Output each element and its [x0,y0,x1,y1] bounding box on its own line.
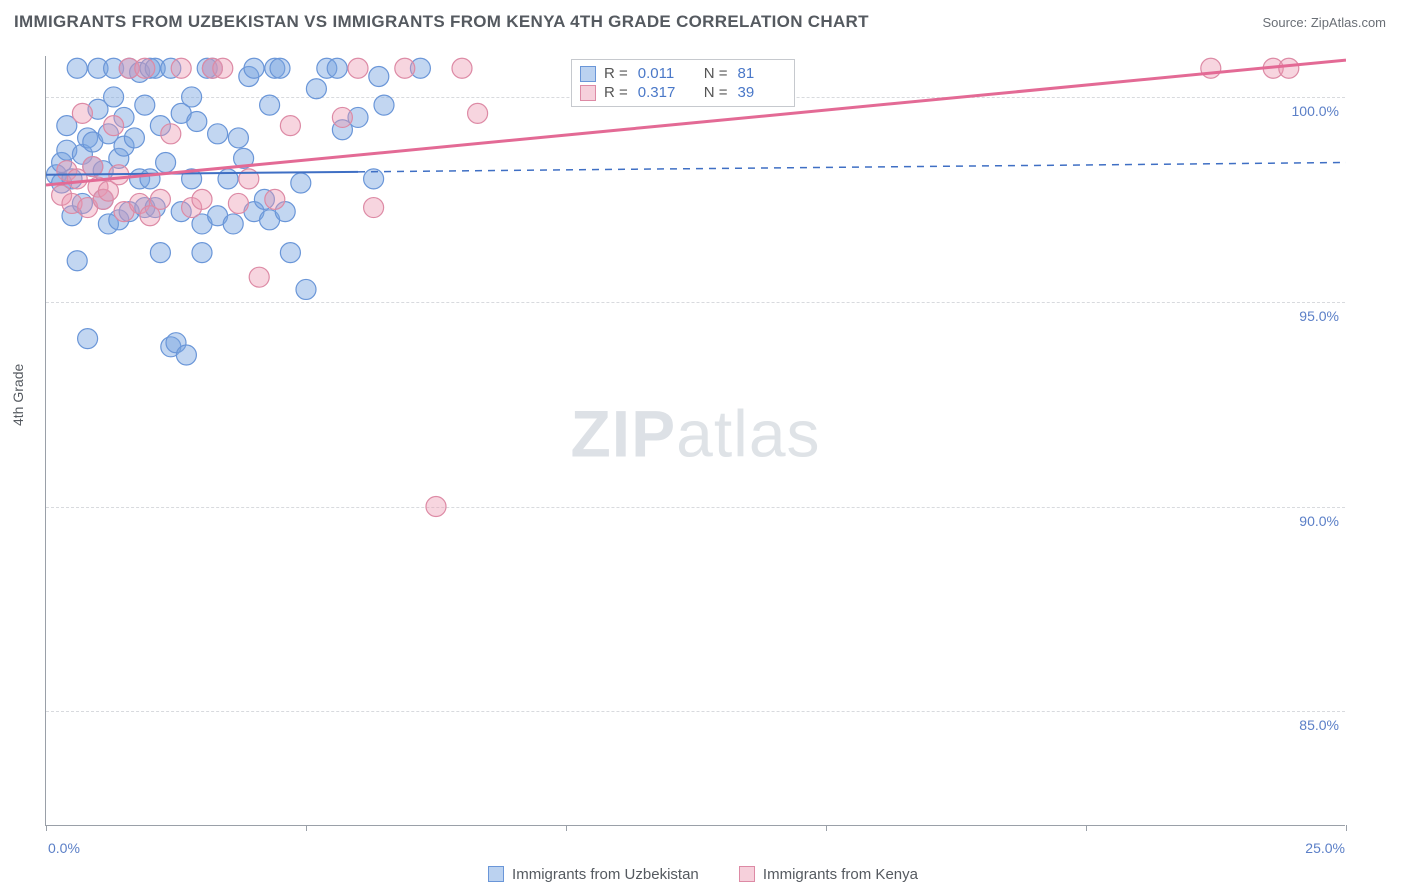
chart-title: IMMIGRANTS FROM UZBEKISTAN VS IMMIGRANTS… [14,12,869,32]
data-point [135,95,155,115]
data-point [244,58,264,78]
swatch-blue-icon [580,66,596,82]
data-point [67,58,87,78]
plot-area: 85.0%90.0%95.0%100.0%0.0%25.0%ZIPatlasR … [45,56,1345,826]
data-point [291,173,311,193]
data-point [468,103,488,123]
stats-row: R = 0.317 N = 39 [580,83,782,102]
legend-label-1: Immigrants from Uzbekistan [512,866,699,883]
data-point [171,58,191,78]
legend-label-2: Immigrants from Kenya [763,866,918,883]
data-point [150,189,170,209]
stats-row: R = 0.011 N = 81 [580,64,782,83]
stat-n-label: N = [704,65,728,82]
stat-n-label: N = [704,84,728,101]
y-axis-label: 4th Grade [10,364,26,426]
data-point [218,169,238,189]
stat-r-value: 0.317 [638,84,682,101]
data-point [395,58,415,78]
data-point [176,345,196,365]
x-min-label: 0.0% [48,840,80,856]
stat-r-label: R = [604,84,628,101]
data-point [306,79,326,99]
stat-r-label: R = [604,65,628,82]
stats-box: R = 0.011 N = 81 R = 0.317 N = 39 [571,59,795,107]
data-point [104,87,124,107]
data-point [213,58,233,78]
bottom-legend: Immigrants from Uzbekistan Immigrants fr… [0,866,1406,887]
swatch-blue-icon [488,866,504,882]
data-point [208,124,228,144]
data-point [364,198,384,218]
data-point [332,107,352,127]
x-max-label: 25.0% [1305,840,1345,856]
legend-item-kenya: Immigrants from Kenya [739,866,918,883]
data-point [270,58,290,78]
data-point [426,497,446,517]
data-point [182,87,202,107]
data-point [348,58,368,78]
data-point [140,169,160,189]
data-point [223,214,243,234]
data-point [280,243,300,263]
data-point [1201,58,1221,78]
data-point [228,193,248,213]
data-point [150,243,170,263]
chart-source: Source: ZipAtlas.com [1262,15,1386,30]
data-point [260,95,280,115]
stat-n-value: 81 [738,65,782,82]
data-point [124,128,144,148]
data-point [192,189,212,209]
data-point [72,103,92,123]
data-point [104,116,124,136]
data-point [327,58,347,78]
data-point [78,329,98,349]
data-point [156,152,176,172]
data-point [280,116,300,136]
trend-line-dashed [358,162,1346,171]
scatter-svg [46,56,1346,826]
data-point [265,189,285,209]
data-point [187,112,207,132]
data-point [249,267,269,287]
x-tick [1346,825,1347,831]
data-point [228,128,248,148]
data-point [369,66,389,86]
data-point [374,95,394,115]
data-point [135,58,155,78]
data-point [452,58,472,78]
stat-n-value: 39 [738,84,782,101]
data-point [161,124,181,144]
data-point [296,279,316,299]
data-point [192,243,212,263]
swatch-pink-icon [739,866,755,882]
legend-item-uzbekistan: Immigrants from Uzbekistan [488,866,699,883]
data-point [67,251,87,271]
swatch-pink-icon [580,85,596,101]
data-point [1279,58,1299,78]
stat-r-value: 0.011 [638,65,682,82]
